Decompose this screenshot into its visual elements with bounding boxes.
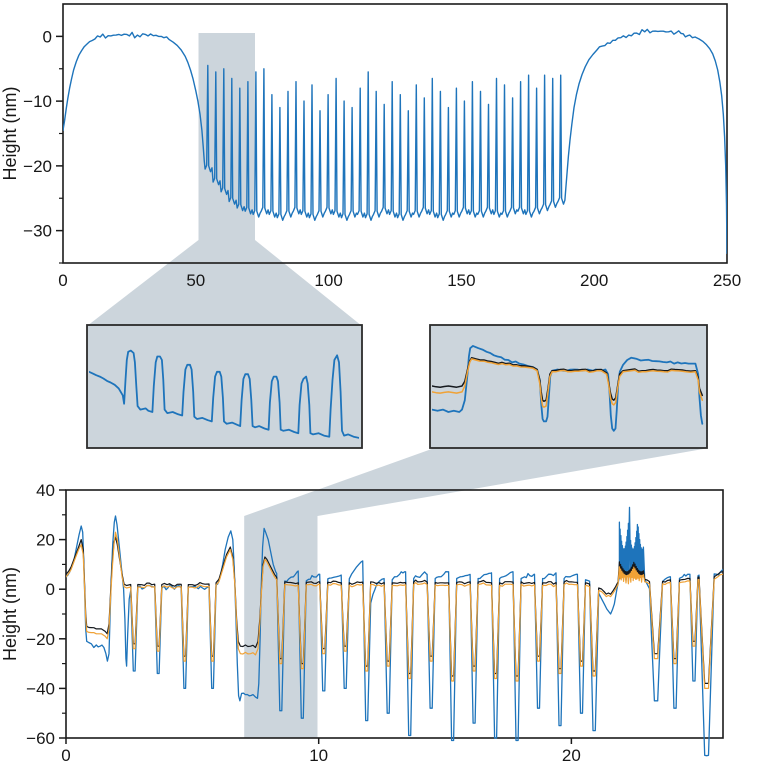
line-profile-black <box>66 536 723 685</box>
zoomed-step-profile-black <box>432 356 704 403</box>
bottom-y-axis-label: Height (nm) <box>0 567 20 661</box>
y-tick-label: 20 <box>36 531 55 550</box>
x-tick-label: 200 <box>580 271 608 290</box>
y-tick-label: 0 <box>43 27 52 46</box>
y-tick-label: −10 <box>23 92 52 111</box>
top-y-axis-label: Height (nm) <box>0 86 20 180</box>
zoomed-step-profile-blue <box>432 344 704 432</box>
left-zoom-inset-chart <box>89 349 359 439</box>
x-tick-label: 0 <box>58 271 67 290</box>
x-tick-label: 250 <box>713 271 741 290</box>
left-inset-panel <box>86 324 363 449</box>
x-tick-label: 100 <box>314 271 342 290</box>
series-group <box>66 506 723 757</box>
series-group <box>89 349 359 439</box>
y-tick-label: −30 <box>23 222 52 241</box>
y-tick-label: −20 <box>23 157 52 176</box>
y-tick-label: 0 <box>46 580 55 599</box>
series-group <box>63 28 727 255</box>
x-tick-label: 0 <box>61 746 70 765</box>
bottom-chart-frame <box>65 489 724 739</box>
x-tick-label: 50 <box>186 271 205 290</box>
x-tick-label: 150 <box>447 271 475 290</box>
line-profile-orange <box>66 531 723 690</box>
y-tick-label: 40 <box>36 481 55 500</box>
top-height-profile-chart: 0 −10 −20 −30 0 50 100 150 200 250 <box>23 27 741 290</box>
x-tick-label: 20 <box>562 746 581 765</box>
series-group <box>432 344 704 432</box>
zoom-connector-bottom <box>244 448 706 738</box>
bottom-height-profile-chart: 40 20 0 −20 −40 −60 0 10 20 <box>26 481 723 765</box>
y-tick-label: −60 <box>26 729 55 748</box>
top-chart-frame <box>62 3 728 264</box>
right-inset-panel <box>429 324 708 449</box>
right-zoom-inset-chart <box>432 344 704 432</box>
zoomed-step-profile-orange <box>432 358 704 408</box>
y-tick-label: −20 <box>26 630 55 649</box>
height-profile-line <box>63 28 727 255</box>
zoomed-grating-profile-line <box>89 349 359 439</box>
line-profile-blue <box>66 506 723 757</box>
y-tick-label: −40 <box>26 679 55 698</box>
x-tick-label: 10 <box>309 746 328 765</box>
